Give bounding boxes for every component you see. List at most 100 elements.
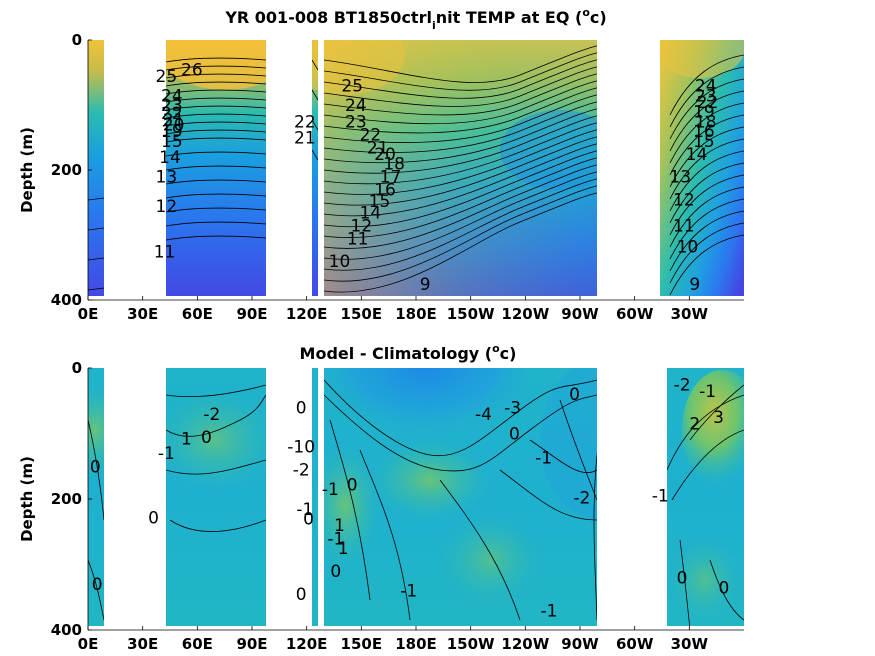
contour-label: 24	[345, 96, 367, 116]
contour-label: 1	[181, 430, 192, 450]
x-tick-label: 30W	[671, 635, 709, 653]
contour-line	[671, 429, 744, 501]
contour-line	[669, 234, 744, 296]
land-indonesia-top	[266, 40, 312, 300]
contour-label: 16	[374, 181, 396, 201]
contour-line	[669, 54, 744, 116]
contour-line	[165, 105, 267, 111]
axes-bottom: 0E 30E 60E 90E 120E 150E 180E 150W 120W 90W 60W 30W…	[18, 359, 744, 653]
contour-label: -1	[652, 487, 669, 507]
chart-title-top: YR 001-008 BT1850ctrlinit TEMP at EQ (oc…	[224, 6, 606, 32]
contour-label: 0	[509, 425, 520, 445]
contour-label: 23	[695, 86, 717, 106]
contour-line	[323, 177, 601, 271]
contour-line	[165, 193, 267, 199]
contour-label: 0	[719, 578, 730, 598]
contour-line	[669, 210, 744, 272]
title-bot-sup: o	[492, 342, 500, 355]
contour-label: 20	[374, 145, 396, 165]
y-ticks-bottom: 0 200 400	[51, 359, 92, 639]
title-bot-end: c)	[500, 344, 517, 363]
contour-line	[165, 165, 267, 171]
contour-label: 22	[697, 93, 719, 113]
x-tick-label: 90E	[236, 635, 267, 653]
land-africa-bottom	[104, 368, 166, 630]
contour-line	[669, 222, 744, 284]
y-ticks-top: 0 200 400	[51, 31, 92, 309]
x-tick-label: 30E	[127, 305, 158, 323]
contour-line	[323, 86, 601, 134]
contour-line	[311, 89, 319, 101]
contour-line	[165, 179, 267, 185]
contour-line	[323, 114, 601, 174]
x-tick-label: 90E	[236, 305, 267, 323]
contour-line	[165, 65, 267, 71]
contour-lines-top	[88, 44, 744, 296]
contour-line	[323, 121, 601, 185]
x-tick-label: 180E	[395, 305, 437, 323]
contour-line	[165, 121, 267, 127]
y-tick-label: 0	[72, 31, 82, 49]
contour-label: 0	[201, 428, 212, 448]
contour-line	[88, 227, 105, 231]
contour-line	[323, 100, 601, 153]
axes-top: 0E 30E 60E 90E 120E 150E 180E 150W 120W 90W 60W 30W…	[18, 31, 744, 323]
contour-label: 23	[345, 112, 367, 132]
contour-label: 24	[161, 86, 183, 106]
x-tick-label: 150W	[447, 635, 495, 653]
contour-label: -1	[158, 444, 175, 464]
contour-line	[669, 78, 744, 140]
contour-line	[165, 81, 267, 87]
contour-label: -2	[293, 461, 310, 481]
contour-label: 26	[181, 60, 203, 80]
contour-line	[323, 379, 598, 457]
contour-label: -1	[535, 449, 552, 469]
contour-label: 20	[163, 116, 185, 136]
contour-label: -10	[287, 438, 315, 458]
contour-line	[165, 235, 267, 241]
x-ticks-top: 0E 30E 60E 90E 120E 150E 180E 150W 120W 90W 60W 30W	[78, 296, 708, 323]
contour-label: 15	[693, 132, 715, 152]
x-tick-label: 90W	[561, 305, 599, 323]
contour-label: 12	[673, 190, 695, 210]
contour-label: 9	[420, 275, 431, 295]
contour-label: 1	[334, 516, 345, 536]
y-tick-label: 0	[72, 359, 82, 377]
contour-label: 0	[296, 398, 307, 418]
contour-line	[165, 57, 267, 63]
contour-line	[323, 394, 598, 472]
contour-line	[323, 72, 601, 116]
contour-line	[323, 65, 601, 107]
contour-label: 18	[383, 155, 405, 175]
x-tick-label: 150W	[447, 305, 495, 323]
contour-line	[359, 449, 411, 621]
contour-label: -1	[400, 582, 417, 602]
contour-line	[323, 184, 601, 282]
contour-label: -1	[699, 382, 716, 402]
contour-label: -3	[504, 398, 521, 418]
contour-label: 3	[713, 408, 724, 428]
contour-line	[559, 399, 598, 501]
contour-line	[669, 174, 744, 236]
contour-line	[323, 135, 601, 206]
contour-line	[165, 137, 267, 143]
contour-label: 10	[329, 252, 351, 272]
contour-line	[323, 128, 601, 195]
contour-line	[323, 191, 601, 293]
contour-label: -1	[296, 500, 313, 520]
contour-label: -2	[203, 405, 220, 425]
land-gap-bottom	[318, 368, 324, 630]
x-tick-label: 90W	[561, 635, 599, 653]
contour-line	[165, 89, 267, 95]
contour-label: 19	[161, 122, 183, 142]
contour-label: 14	[159, 148, 181, 168]
contour-line	[529, 439, 598, 474]
chart-title-bottom: Model - Climatology (oc)	[300, 342, 517, 363]
contour-label: 18	[695, 112, 717, 132]
contour-label: 0	[677, 569, 688, 589]
contour-label: 25	[341, 77, 363, 97]
x-tick-label: 60W	[616, 635, 654, 653]
contour-line	[499, 469, 598, 521]
contour-label: 10	[677, 238, 699, 258]
